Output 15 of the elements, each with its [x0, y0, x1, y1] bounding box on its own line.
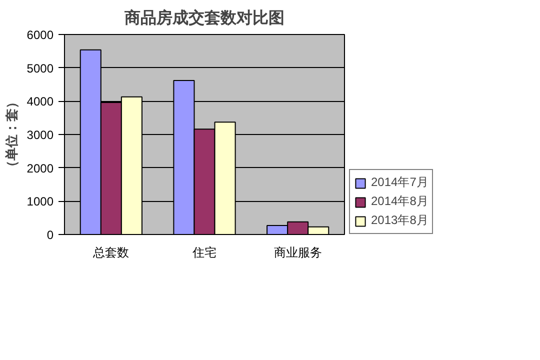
x-tick-label: 商业服务	[274, 246, 322, 260]
y-tick-label: 0	[46, 228, 54, 242]
x-tick-label: 总套数	[92, 246, 130, 260]
chart-title: 商品房成交套数对比图	[124, 8, 284, 27]
y-tick-label: 2000	[26, 161, 54, 176]
y-tick-label: 4000	[26, 94, 54, 109]
y-tick-label: 6000	[26, 28, 54, 42]
legend-label: 2014年8月	[371, 193, 428, 210]
y-axis-title: （单位：套）	[4, 96, 19, 174]
legend-label: 2014年7月	[371, 174, 428, 191]
legend-label: 2013年8月	[371, 212, 428, 229]
x-tick-label: 住宅	[192, 246, 216, 260]
y-tick-label: 3000	[26, 128, 54, 142]
y-tick-label: 1000	[26, 194, 54, 209]
y-tick-label: 5000	[26, 61, 54, 76]
